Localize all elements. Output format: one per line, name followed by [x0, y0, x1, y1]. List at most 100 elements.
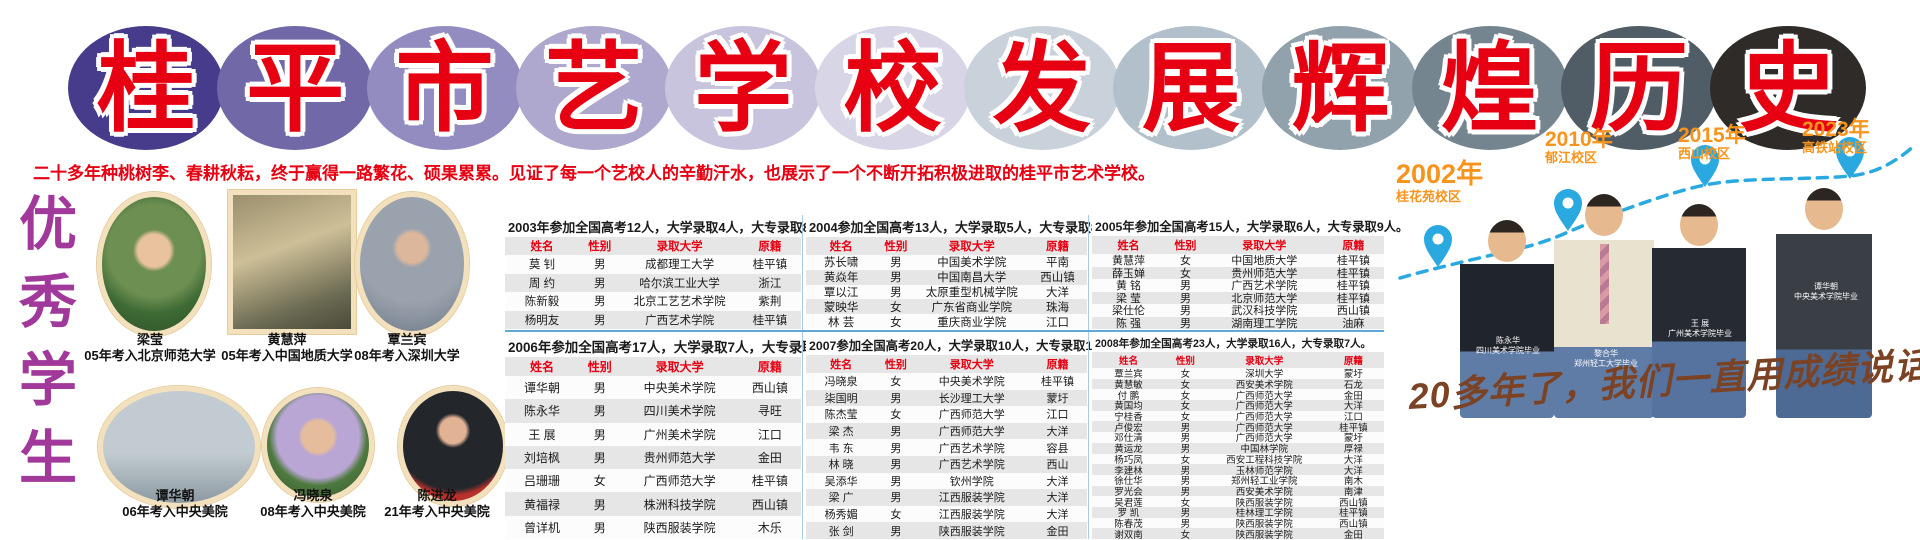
table-cell: 王 展 [528, 427, 556, 442]
student-name: 冯晓泉 [293, 488, 333, 503]
table-row: 李建林 男 玉林师范学院 大洋 [1092, 464, 1384, 477]
table-cell: 蒙圩 [1046, 392, 1069, 405]
table-cell: 大洋 [1046, 426, 1069, 439]
table-row: 黄慧萍 女 中国地质大学 桂平镇 [1092, 254, 1384, 267]
table-row: 黄 铭 男 广西艺术学院 桂平镇 [1092, 279, 1384, 292]
table-cell: 蒙圩 [1343, 433, 1363, 445]
table-cell: 广东省商业学院 [931, 301, 1013, 314]
table-cell: 莫 钊 [528, 259, 556, 272]
table-cell: 谢双南 [1114, 529, 1143, 540]
table-cell: 女 [890, 376, 902, 389]
table-cell: 金田 [1046, 525, 1069, 538]
table-header-cell: 录取大学 [656, 241, 703, 253]
table-cell: 陕西服装学院 [643, 520, 716, 535]
table-header-cell: 性别 [587, 360, 612, 374]
table-cell: 大洋 [1343, 401, 1363, 413]
table-cell: 西安美术学院 [1235, 486, 1293, 498]
table-cell: 女 [1179, 267, 1191, 280]
table-header-cell: 姓名 [829, 241, 853, 253]
table-cell: 长沙理工大学 [938, 392, 1005, 405]
table-cell: 陕西服装学院 [1235, 497, 1293, 509]
title-oval: 平 [217, 26, 374, 150]
table-header-cell: 录取大学 [1242, 240, 1287, 252]
table-header-row: 姓名 性别 录取大学 原籍 [1092, 352, 1384, 368]
table-cell: 桂平镇 [1040, 376, 1074, 389]
table-row: 陈杰莹 女 广西师范大学 江口 [806, 406, 1087, 423]
table-cell: 男 [593, 314, 606, 327]
table-cell: 广西艺术学院 [938, 459, 1005, 472]
admissions-table-2007: 2007参加全国高考20人，大学录取10人，大专录取10人。 姓名 性别 录取大学 原籍… [806, 334, 1124, 539]
table-cell: 徐仕华 [1114, 476, 1143, 488]
student-school: 08年考入深圳大学 [354, 348, 460, 363]
table-header-cell: 录取大学 [1245, 356, 1284, 367]
title-oval: 历 [1561, 26, 1717, 150]
table-cell: 女 [593, 474, 606, 489]
table-cell: 西山镇 [751, 497, 788, 512]
table-cell: 付 鹏 [1117, 390, 1140, 402]
map-pin-icon [1424, 225, 1452, 267]
table-cell: 男 [593, 450, 606, 465]
title-char: 艺 [544, 33, 643, 143]
table-cell: 广西师范大学 [1235, 433, 1293, 445]
table-cell: 郑州轻工业学院 [1231, 476, 1298, 488]
table-cell: 容县 [1046, 442, 1069, 455]
table-cell: 江口 [1045, 316, 1069, 329]
student-caption: 冯晓泉 08年考入中央美院 [218, 488, 408, 520]
table-cell: 男 [890, 442, 902, 455]
table-cell: 油麻 [1342, 317, 1365, 330]
admissions-table-2003: 2003年参加全国高考12人，大学录取4人，大专录取8人。 姓名 性别 录取大学 原籍莫… [505, 215, 836, 329]
table-cell: 杨秀媚 [824, 509, 858, 522]
table-cell: 西山镇 [1339, 497, 1368, 509]
timeline-milestone-2015: 2015年 西山校区 [1678, 124, 1746, 161]
table-header-row: 姓名 性别 录取大学 原籍 [806, 355, 1087, 373]
title-oval: 展 [1113, 26, 1270, 150]
table-row: 罗 凯 男 桂林理工学院 桂平镇 [1092, 507, 1384, 520]
student-photo-huanghuiping [228, 190, 356, 334]
table-cell: 中央美术学院 [643, 381, 716, 396]
table-cell: 湖南理工学院 [1231, 317, 1298, 330]
table-row: 王 展 男 广州美术学院 江口 [505, 422, 801, 446]
table-cell: 桂平镇 [1339, 508, 1368, 520]
title-oval: 桂 [68, 26, 224, 150]
table-cell: 石龙 [1343, 380, 1363, 392]
table-cell: 男 [1180, 476, 1191, 488]
table-cell: 男 [890, 272, 902, 285]
table-cell: 男 [890, 492, 902, 505]
table-row: 陈永华 男 四川美术学院 寻旺 [505, 399, 801, 422]
table-cell: 陈新毅 [524, 296, 560, 309]
heading-char: 生 [18, 426, 77, 491]
table-cell: 木乐 [757, 520, 782, 535]
table-cell: 男 [1180, 486, 1191, 498]
table-header-cell: 姓名 [1117, 240, 1140, 252]
table-cell: 桂平镇 [1336, 280, 1370, 293]
table-cell: 西山 [1046, 459, 1069, 472]
table-cell: 女 [890, 409, 902, 422]
title-oval: 市 [366, 26, 523, 150]
table-cell: 女 [1180, 369, 1191, 381]
table-cell: 陕西服装学院 [1235, 529, 1293, 540]
table-header-cell: 原籍 [1343, 356, 1363, 367]
student-photo-tanhuachao [98, 386, 260, 508]
table-cell: 中国南昌大学 [937, 272, 1007, 285]
milestone-year: 2010年 [1545, 128, 1613, 151]
graduate-caption: 黎合华 郑州轻工大学毕业 [1558, 349, 1654, 369]
table-cell: 刘培枫 [523, 450, 560, 465]
graduate-name: 谭华朝 [1814, 282, 1838, 291]
table-cell: 江口 [1046, 409, 1069, 422]
table-cell: 武汉科技学院 [1231, 305, 1298, 318]
milestone-campus: 郁江校区 [1545, 150, 1598, 166]
table-cell: 女 [1180, 529, 1191, 540]
heading-char: 优 [18, 192, 77, 257]
table-cell: 谭华朝 [523, 381, 560, 396]
table-divider-vertical [802, 215, 803, 539]
table-title: 2006年参加全国高考17人，大学录取7人，大专录取10人。 [505, 334, 857, 357]
table-cell: 柒国明 [824, 392, 858, 405]
timeline-milestone-2002: 2002年 桂花苑校区 [1396, 159, 1483, 204]
title-char: 桂 [96, 33, 195, 143]
table-cell: 女 [1180, 454, 1191, 466]
student-caption: 梁莹 05年考入北京师范大学 [55, 332, 245, 364]
table-cell: 四川美术学院 [643, 404, 716, 419]
table-cell: 韦 东 [828, 442, 854, 455]
table-cell: 女 [890, 509, 902, 522]
table-cell: 紫荆 [758, 296, 782, 309]
